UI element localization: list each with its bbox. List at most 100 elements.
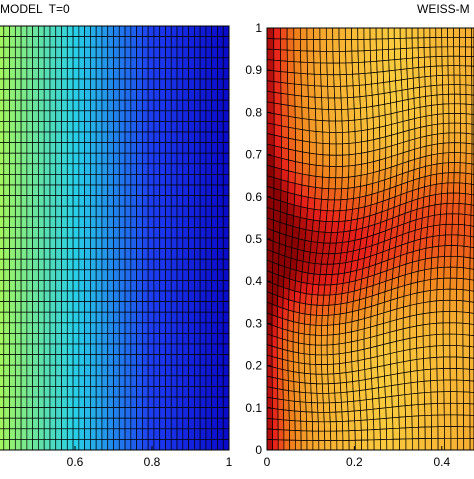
left-grid-cell [56,249,62,260]
right-grid-cell [294,73,301,85]
left-grid-cell [194,227,200,238]
left-grid-cell [67,58,73,69]
right-grid-cell [341,188,348,200]
left-grid-cell [85,68,91,79]
left-grid-cell [4,249,10,260]
left-grid-cell [0,68,4,79]
left-grid-cell [194,47,200,58]
right-grid-cell [426,155,432,166]
left-grid-cell [131,206,137,217]
left-grid-cell [171,164,177,175]
right-grid-cell [393,417,400,428]
left-grid-cell [165,291,171,302]
left-grid-cell [206,439,212,450]
right-grid-cell [287,61,294,73]
right-grid-cell [423,302,430,314]
left-grid-cell [137,26,143,37]
right-grid-cell [355,430,361,440]
right-grid-cell [458,235,465,246]
right-grid-cell [460,75,466,85]
right-grid-cell [459,203,465,214]
left-grid-cell [200,132,206,143]
right-grid-cell [451,403,458,415]
left-grid-cell [73,376,79,387]
left-grid-cell [50,302,56,313]
right-grid-cell [419,67,425,77]
right-grid-cell [335,178,342,189]
right-grid-cell [349,143,355,155]
right-grid-cell [281,115,288,127]
right-grid-cell [450,289,457,300]
right-grid-cell [294,291,300,303]
right-grid-cell [450,357,457,369]
left-grid-cell [114,344,120,355]
left-grid-cell [27,429,33,440]
right-grid-cell [345,28,351,40]
left-grid-cell [38,355,44,366]
right-grid-cell [457,415,463,427]
right-grid-cell [407,78,413,89]
right-grid-cell [288,300,294,312]
left-grid-cell [90,249,96,260]
right-grid-cell [454,56,460,65]
left-grid-cell [27,100,33,111]
right-grid-cell [277,327,282,339]
right-grid-cell [274,103,281,115]
left-grid-cell [73,344,79,355]
right-grid-cell [346,51,353,63]
right-grid-cell [397,373,404,385]
left-grid-cell [114,280,120,291]
right-grid-cell [283,380,289,391]
left-grid-cell [62,153,68,164]
left-grid-cell [119,270,125,281]
left-grid-cell [38,164,44,175]
left-grid-cell [194,196,200,207]
right-grid-cell [289,391,295,402]
left-grid-cell [108,58,114,69]
left-grid-cell [183,58,189,69]
left-grid-cell [114,249,120,260]
left-grid-cell [114,132,120,143]
left-grid-cell [62,121,68,132]
right-grid-cell [272,346,277,358]
left-grid-cell [217,185,223,196]
right-grid-cell [394,49,400,60]
left-grid-cell [223,291,229,302]
right-grid-cell [278,399,284,410]
left-grid-cell [27,26,33,37]
left-grid-cell [90,206,96,217]
right-grid-cell [300,218,307,230]
left-grid-cell [85,37,91,48]
right-grid-cell [445,235,452,246]
left-grid-cell [0,259,4,270]
right-grid-cell [447,193,453,204]
left-grid-cell [217,79,223,90]
right-grid-cell [335,402,342,412]
left-grid-cell [160,111,166,122]
right-grid-cell [413,68,419,79]
right-grid-cell [449,113,455,123]
right-grid-cell [367,409,374,420]
right-grid-cell [317,384,323,394]
left-grid-cell [148,312,154,323]
right-grid-cell [410,293,417,305]
left-grid-cell [148,26,154,37]
right-grid-cell [333,334,339,345]
left-grid-cell [119,259,125,270]
left-grid-cell [165,238,171,249]
left-grid-cell [4,259,10,270]
left-grid-cell [114,323,120,334]
right-grid-cell [444,278,451,289]
left-grid-cell [27,121,33,132]
left-grid-cell [125,291,131,302]
right-grid-cell [401,59,407,70]
right-grid-cell [445,246,452,257]
right-grid-cell [343,155,350,167]
left-grid-cell [223,217,229,228]
left-grid-cell [4,153,10,164]
left-grid-cell [50,323,56,334]
left-grid-cell [194,58,200,69]
left-grid-cell [85,397,91,408]
left-grid-cell [165,429,171,440]
left-grid-cell [0,386,4,397]
